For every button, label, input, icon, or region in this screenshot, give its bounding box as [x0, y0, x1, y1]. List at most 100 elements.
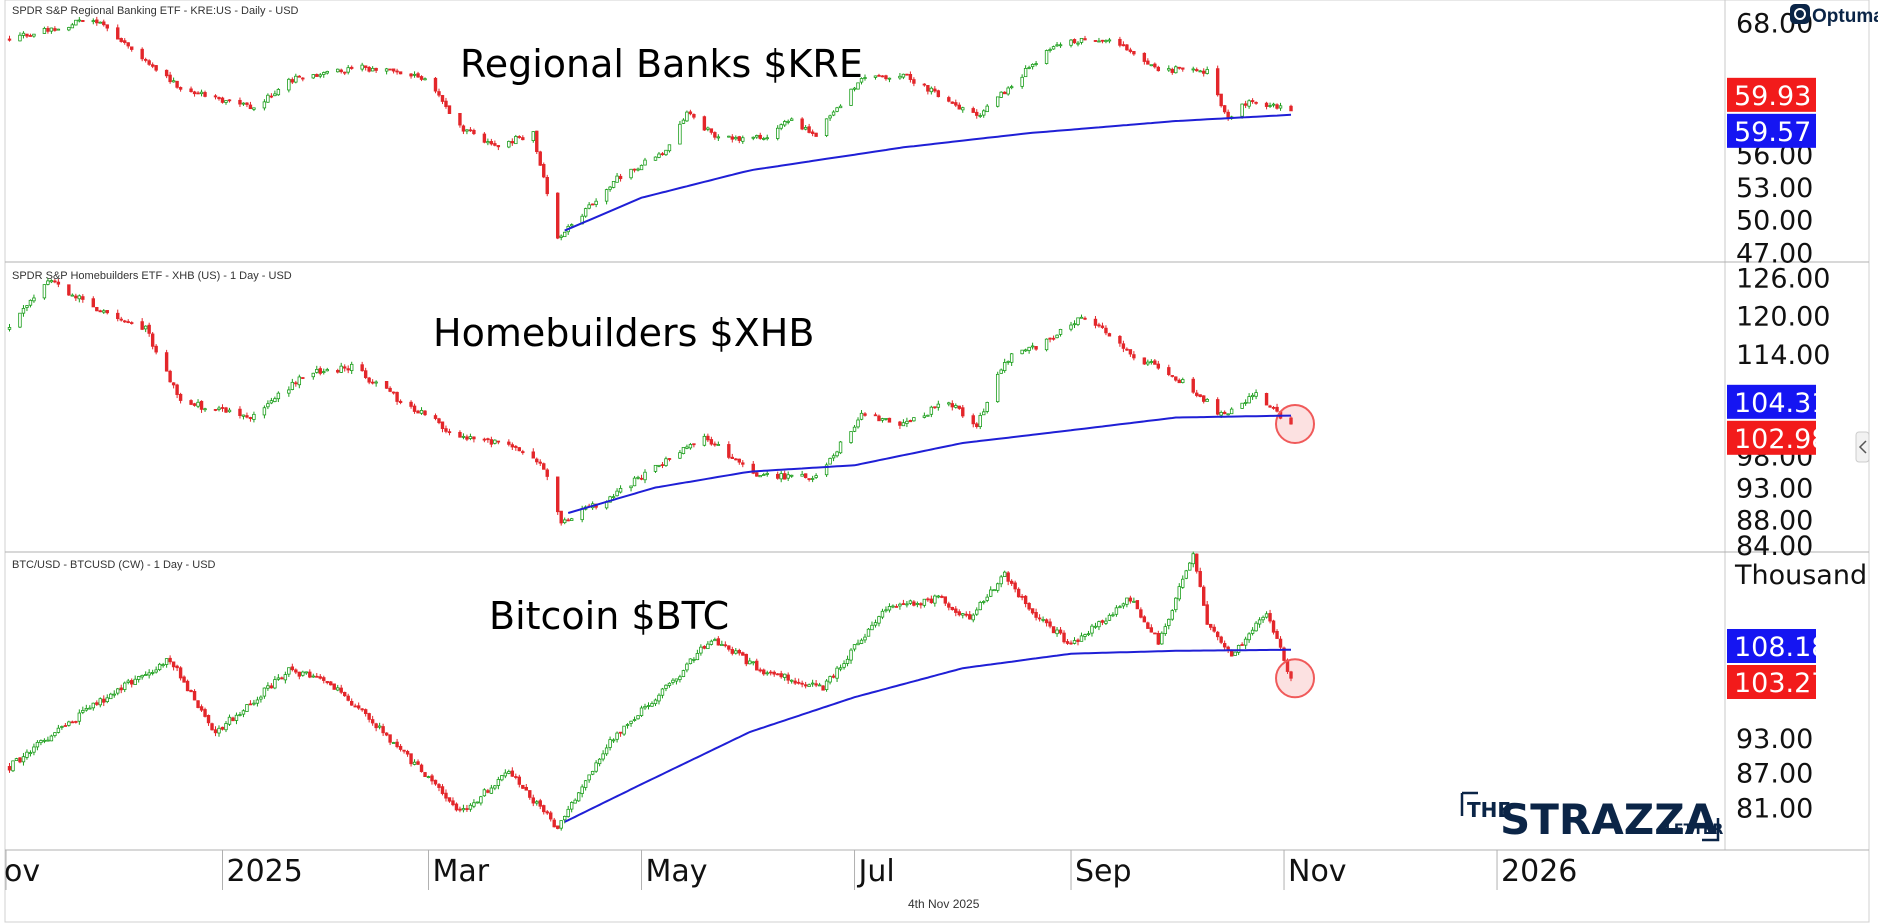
- candle: [363, 65, 368, 71]
- candle: [1191, 551, 1195, 568]
- candle: [315, 365, 319, 374]
- candle: [461, 433, 466, 440]
- candle: [821, 685, 825, 691]
- candle: [143, 57, 148, 63]
- candle: [1055, 334, 1059, 339]
- candle: [444, 789, 448, 802]
- candle: [982, 600, 986, 605]
- x-tick: Sep: [1070, 850, 1132, 890]
- x-tick-label: 2026: [1501, 854, 1577, 889]
- candle: [1289, 416, 1293, 425]
- candle: [831, 673, 836, 679]
- candle: [608, 736, 612, 751]
- candle: [964, 611, 968, 618]
- candle: [150, 669, 155, 676]
- candle: [301, 670, 305, 677]
- x-tick: 2025: [221, 850, 303, 890]
- candle: [653, 464, 658, 473]
- candle: [1006, 571, 1010, 586]
- candle: [919, 602, 923, 609]
- candle: [1051, 45, 1056, 50]
- candle: [374, 67, 378, 73]
- candle: [954, 403, 958, 409]
- candle: [667, 682, 672, 688]
- candle: [1278, 636, 1283, 650]
- candle: [1023, 348, 1028, 352]
- candle: [796, 678, 801, 685]
- candle: [1051, 626, 1056, 634]
- candle: [315, 673, 319, 678]
- candle: [440, 421, 445, 433]
- candle: [367, 712, 371, 723]
- candle: [234, 712, 239, 725]
- candle: [1149, 359, 1154, 365]
- candle: [287, 386, 291, 397]
- collapse-tab[interactable]: [1855, 431, 1870, 463]
- candle: [884, 606, 888, 613]
- candle: [569, 801, 574, 813]
- candle: [1076, 638, 1080, 646]
- candle: [716, 441, 721, 446]
- candle: [741, 460, 745, 468]
- candle: [894, 604, 899, 608]
- candle: [639, 705, 644, 718]
- y-tick-label: 93.00: [1736, 724, 1813, 755]
- candle: [688, 658, 693, 665]
- candle: [1184, 569, 1188, 580]
- candle: [1191, 66, 1195, 73]
- candle: [727, 441, 731, 460]
- candle: [713, 637, 717, 642]
- candle: [150, 62, 155, 69]
- candle: [639, 164, 644, 171]
- candle: [685, 444, 689, 450]
- candle: [625, 723, 630, 729]
- candle: [873, 619, 878, 628]
- candle: [178, 666, 183, 681]
- candle: [1219, 635, 1223, 645]
- candle: [1268, 404, 1272, 408]
- candle: [217, 725, 221, 737]
- candle: [995, 582, 1000, 593]
- candle: [287, 667, 291, 678]
- candle: [734, 648, 738, 655]
- candle: [220, 726, 225, 731]
- candle: [1205, 600, 1209, 625]
- candle: [926, 597, 930, 602]
- candle: [1100, 39, 1105, 44]
- candle: [531, 131, 535, 143]
- candle: [46, 26, 50, 34]
- candle: [1037, 614, 1042, 622]
- candle: [507, 439, 511, 447]
- candle: [1177, 66, 1181, 70]
- tag-value: 108.18: [1734, 632, 1828, 663]
- candle: [46, 736, 50, 742]
- candle: [807, 683, 811, 687]
- candle: [322, 71, 326, 78]
- candle: [252, 411, 256, 423]
- candle: [611, 738, 616, 743]
- candle: [688, 442, 693, 450]
- candle: [252, 107, 256, 112]
- candle: [290, 663, 295, 672]
- candle: [147, 59, 151, 66]
- candle: [734, 135, 738, 141]
- candle: [224, 406, 228, 413]
- candle: [716, 636, 721, 646]
- candle: [1072, 38, 1077, 44]
- candle: [102, 19, 106, 27]
- candle: [926, 414, 930, 417]
- candle: [1261, 615, 1265, 623]
- candle: [419, 75, 424, 82]
- candle: [1289, 104, 1293, 112]
- candle: [238, 406, 242, 419]
- candle: [294, 73, 298, 84]
- candle: [566, 517, 570, 522]
- candle: [982, 408, 986, 416]
- candle: [14, 757, 19, 761]
- candle: [863, 412, 867, 417]
- candle: [329, 680, 333, 686]
- candle: [1233, 651, 1237, 656]
- y-tick-label: 88.00: [1736, 505, 1813, 536]
- candle: [356, 702, 361, 710]
- candle: [178, 86, 183, 92]
